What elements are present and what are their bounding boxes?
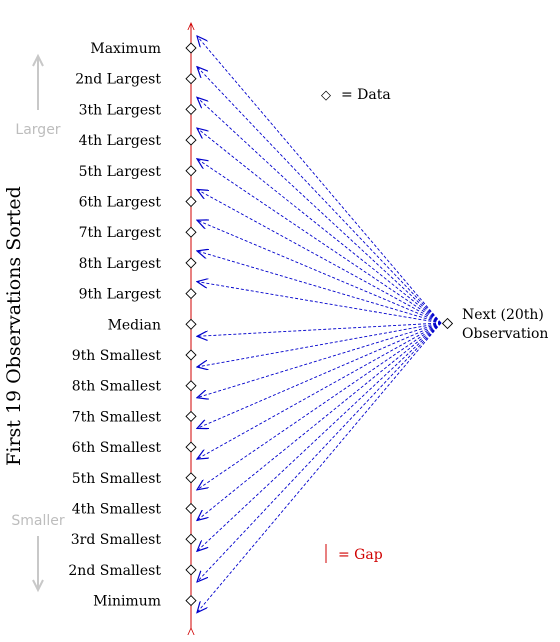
data-diamond-icon (185, 533, 197, 545)
legend-gap: = Gap (325, 544, 383, 563)
data-diamond-icon (185, 472, 197, 484)
data-diamond-icon (185, 103, 197, 115)
comparison-arrow (197, 36, 442, 324)
observation-label: 6th Largest (79, 195, 162, 211)
data-diamond-icon (185, 165, 197, 177)
next-observation-line2: Observation (462, 326, 548, 342)
comparison-arrow (197, 322, 442, 613)
smaller-label: Smaller (11, 513, 64, 529)
observation-label: 8th Largest (79, 256, 162, 272)
observation-label: 3th Largest (79, 102, 162, 118)
data-diamond-icon (185, 42, 197, 54)
data-diamond-icon (185, 380, 197, 392)
data-diamond-icon (185, 257, 197, 269)
comparison-arrow (197, 322, 442, 551)
legend-data-label: = Data (341, 87, 391, 103)
data-diamond-icon (185, 595, 197, 607)
data-diamond-icon (185, 73, 197, 85)
comparison-arrow (197, 322, 442, 398)
diamond-icon: ◇ (321, 88, 331, 103)
data-diamond-icon (185, 195, 197, 208)
comparison-arrow (197, 322, 442, 582)
observation-label: 2nd Largest (75, 72, 161, 88)
legend-gap-label: = Gap (338, 547, 383, 563)
comparison-arrow (197, 220, 442, 324)
larger-label: Larger (15, 122, 60, 138)
observation-label: 9th Largest (79, 287, 162, 303)
data-diamond-icon (185, 441, 197, 453)
observation-label: 7th Largest (79, 225, 162, 241)
larger-indicator: Larger (15, 53, 61, 138)
comparison-arrow (197, 322, 442, 336)
comparison-arrow (197, 322, 442, 367)
data-diamond-icon (185, 502, 197, 515)
legend-data: ◇ = Data (321, 87, 391, 103)
down-arrowhead-icon (32, 579, 44, 593)
observation-label: Maximum (90, 41, 161, 57)
observation-label: Minimum (93, 594, 161, 610)
comparison-arrow (197, 251, 442, 324)
comparison-arrow (197, 322, 442, 521)
comparison-arrow (197, 322, 442, 428)
observation-label: 3rd Smallest (71, 532, 162, 548)
comparison-arrow (197, 322, 442, 459)
comparison-arrow (197, 97, 442, 324)
comparison-arrow (197, 322, 442, 490)
observation-label: 5th Largest (79, 164, 162, 180)
next-observation: Next (20th) Observation (441, 307, 548, 342)
comparison-arrow (197, 282, 442, 324)
comparison-arrow (197, 128, 442, 324)
observation-label: 5th Smallest (72, 471, 162, 487)
data-diamond-icon (185, 288, 197, 300)
observation-label: 4th Largest (79, 133, 162, 149)
observation-label: 4th Smallest (72, 502, 162, 518)
observation-label: Median (108, 317, 161, 333)
up-arrowhead-icon (32, 53, 44, 67)
data-diamond-icon (185, 564, 197, 576)
observation-label: 2nd Smallest (68, 563, 161, 579)
data-diamond-icon (185, 349, 197, 361)
comparison-arrow (197, 190, 442, 324)
observation-rows: Maximum 2nd Largest 3th Largest 4th Largest… (68, 36, 442, 613)
observation-label: 7th Smallest (72, 409, 162, 425)
comparison-arrow (197, 159, 442, 324)
data-diamond-icon (185, 410, 197, 422)
data-diamond-icon (185, 226, 197, 238)
smaller-indicator: Smaller (11, 513, 65, 593)
observation-label: 6th Smallest (72, 440, 162, 456)
next-observation-line1: Next (20th) (462, 307, 544, 323)
comparison-arrow (197, 67, 442, 324)
axis-title: First 19 Observations Sorted (3, 186, 25, 466)
data-diamond-icon (185, 318, 197, 330)
observation-label: 8th Smallest (72, 379, 162, 395)
data-diamond-icon (185, 134, 197, 146)
next-observation-diamond-icon (441, 317, 454, 330)
observation-label: 9th Smallest (72, 348, 162, 364)
